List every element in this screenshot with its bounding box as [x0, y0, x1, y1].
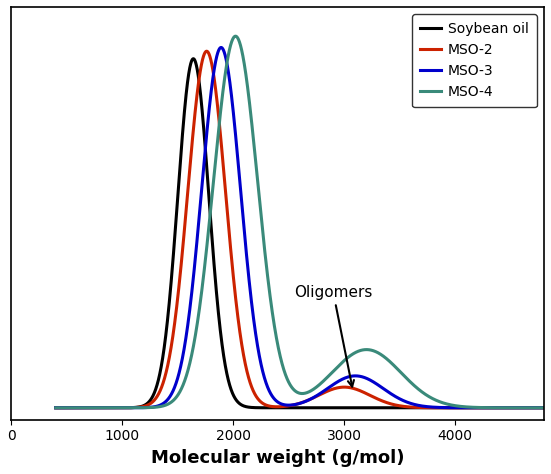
Line: MSO-2: MSO-2 — [56, 51, 551, 408]
Soybean oil — [79, 405, 86, 410]
MSO-3 — [79, 405, 86, 410]
Soybean oil — [52, 405, 59, 410]
MSO-4 — [52, 405, 59, 410]
MSO-4 — [232, 33, 239, 39]
MSO-2 — [476, 405, 483, 410]
Line: Soybean oil: Soybean oil — [56, 59, 551, 408]
MSO-3 — [447, 405, 454, 410]
MSO-3 — [368, 378, 374, 383]
Soybean oil — [447, 405, 454, 410]
MSO-4 — [245, 93, 252, 99]
MSO-3 — [476, 405, 483, 410]
MSO-4 — [368, 347, 374, 353]
Soybean oil — [190, 56, 197, 62]
MSO-4 — [476, 405, 483, 410]
MSO-2 — [79, 405, 86, 410]
Soybean oil — [476, 405, 483, 410]
MSO-3 — [218, 45, 224, 50]
Legend: Soybean oil, MSO-2, MSO-3, MSO-4: Soybean oil, MSO-2, MSO-3, MSO-4 — [412, 14, 537, 108]
MSO-2 — [391, 402, 398, 408]
MSO-3 — [391, 393, 398, 399]
MSO-4 — [447, 402, 454, 408]
Soybean oil — [368, 405, 374, 410]
Text: Oligomers: Oligomers — [294, 285, 372, 387]
X-axis label: Molecular weight (g/mol): Molecular weight (g/mol) — [151, 449, 404, 467]
MSO-4 — [79, 405, 86, 410]
MSO-2 — [368, 393, 374, 399]
MSO-3 — [245, 273, 252, 279]
Line: MSO-4: MSO-4 — [56, 36, 551, 408]
MSO-2 — [245, 375, 252, 381]
MSO-2 — [203, 48, 210, 54]
MSO-3 — [52, 405, 59, 410]
Soybean oil — [391, 405, 398, 410]
Line: MSO-3: MSO-3 — [56, 47, 551, 408]
MSO-2 — [52, 405, 59, 410]
Soybean oil — [245, 404, 252, 410]
MSO-2 — [447, 405, 454, 410]
MSO-4 — [391, 363, 398, 369]
